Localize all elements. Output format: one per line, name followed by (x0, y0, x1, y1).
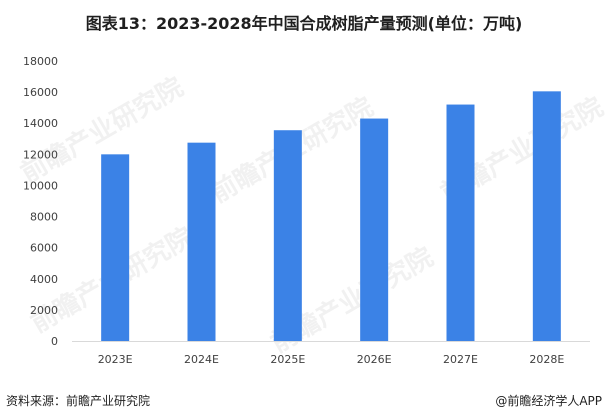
x-tick-label: 2026E (357, 353, 392, 366)
x-tick-label: 2023E (98, 353, 133, 366)
y-tick-label: 14000 (23, 117, 58, 130)
x-axis-ticks: 2023E 2024E 2025E 2026E 2027E 2028E (98, 353, 565, 366)
x-tick-label: 2028E (529, 353, 564, 366)
chart-title: 图表13：2023-2028年中国合成树脂产量预测(单位：万吨) (85, 14, 523, 33)
x-tick-label: 2027E (443, 353, 478, 366)
bar-2026E (360, 118, 389, 341)
bars-group (101, 91, 561, 341)
y-tick-label: 2000 (30, 304, 58, 317)
bar-chart: 0 2000 4000 6000 8000 10000 12000 14000 16000 180… (23, 55, 590, 366)
x-tick-label: 2025E (270, 353, 305, 366)
source-note: 资料来源：前瞻产业研究院 (6, 394, 151, 408)
bar-2024E (187, 142, 216, 341)
brand-label: @前瞻经济学人APP (495, 394, 602, 408)
bar-2028E (532, 91, 561, 341)
y-tick-label: 10000 (23, 179, 58, 192)
bar-2027E (446, 104, 475, 341)
y-axis-ticks: 0 2000 4000 6000 8000 10000 12000 14000 16000 180… (23, 55, 58, 348)
x-tick-label: 2024E (184, 353, 219, 366)
y-tick-label: 8000 (30, 211, 58, 224)
y-tick-label: 0 (51, 335, 58, 348)
y-tick-label: 4000 (30, 273, 58, 286)
y-tick-label: 16000 (23, 86, 58, 99)
y-tick-label: 6000 (30, 242, 58, 255)
bar-2025E (273, 130, 302, 341)
y-tick-label: 18000 (23, 55, 58, 68)
bar-2023E (101, 154, 130, 341)
y-tick-label: 12000 (23, 148, 58, 161)
